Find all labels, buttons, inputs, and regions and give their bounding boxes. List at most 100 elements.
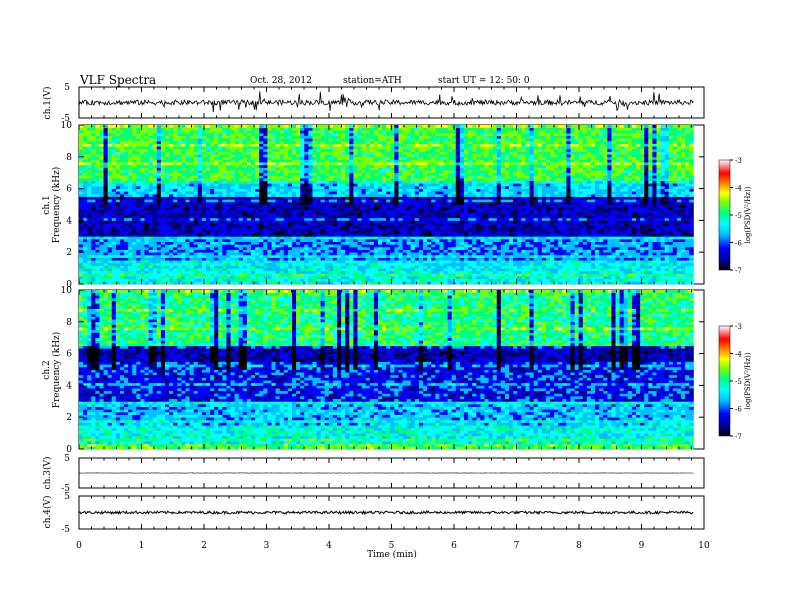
spectrogram-cell — [205, 185, 211, 189]
spectrogram-cell — [169, 143, 174, 147]
spectrogram-cell — [296, 132, 301, 136]
spectrogram-cell — [291, 204, 297, 208]
spectrogram-cell — [398, 159, 403, 163]
spectrogram-cell — [91, 246, 96, 250]
spectrogram-cell — [193, 183, 199, 187]
spectrogram-cell — [267, 185, 272, 189]
spectrogram-cell — [242, 249, 248, 253]
spectrogram-cell — [316, 143, 322, 147]
spectrogram-cell — [328, 127, 334, 131]
spectrogram-cell — [173, 281, 178, 285]
spectrogram-cell — [304, 167, 309, 171]
spectrogram-cell — [95, 241, 100, 245]
spectrogram-cell — [99, 204, 104, 208]
spectrogram-cell — [402, 164, 408, 168]
spectrogram-cell — [230, 217, 236, 221]
spectrogram-cell — [390, 143, 395, 147]
spectrogram-cell — [296, 172, 301, 176]
spectrogram-cell — [119, 199, 125, 203]
spectrogram-cell — [119, 130, 125, 134]
spectrogram-cell — [144, 231, 150, 235]
spectrogram-cell — [271, 278, 276, 282]
spectrogram-cell — [414, 220, 420, 224]
spectrogram-cell — [234, 143, 240, 147]
spectrogram-cell — [353, 143, 358, 147]
spectrogram-cell — [79, 281, 84, 285]
spectrogram-cell — [238, 185, 244, 189]
spectrogram-cell — [341, 135, 346, 139]
spectrogram-cell — [414, 257, 420, 261]
spectrogram-cell — [246, 281, 252, 285]
spectrogram-cell — [246, 225, 252, 229]
spectrogram-cell — [99, 132, 104, 136]
spectrogram-cell — [140, 281, 145, 285]
spectrogram-cell — [222, 228, 227, 232]
spectrogram-cell — [181, 125, 186, 129]
spectrogram-cell — [406, 231, 412, 235]
spectrogram-cell — [238, 236, 244, 240]
spectrogram-cell — [398, 257, 403, 261]
spectrogram-cell — [279, 276, 285, 280]
spectrogram-cell — [119, 156, 125, 160]
spectrogram-cell — [291, 135, 297, 139]
spectrogram-cell — [128, 138, 133, 142]
spectrogram-cell — [361, 164, 367, 168]
spectrogram-cell — [337, 183, 342, 187]
spectrogram-cell — [263, 193, 268, 197]
spectrogram-cell — [365, 209, 371, 213]
spectrogram-cell — [316, 164, 322, 168]
spectrogram-cell — [124, 257, 129, 261]
spectrogram-cell — [115, 231, 121, 235]
spectrogram-cell — [320, 217, 326, 221]
spectrogram-cell — [345, 185, 350, 189]
spectrogram-cell — [99, 212, 104, 216]
spectrogram-cell — [349, 223, 354, 227]
spectrogram-cell — [238, 249, 244, 253]
spectrogram-cell — [300, 204, 305, 208]
spectrogram-cell — [107, 270, 113, 274]
spectrogram-cell — [226, 188, 231, 192]
spectrogram-cell — [398, 254, 403, 258]
spectrogram-cell — [128, 217, 133, 221]
spectrogram-cell — [390, 127, 395, 131]
spectrogram-cell — [414, 262, 420, 266]
spectrogram-cell — [337, 260, 342, 264]
spectrogram-cell — [279, 125, 285, 129]
spectrogram-cell — [267, 249, 272, 253]
spectrogram-cell — [95, 180, 100, 184]
spectrogram-cell — [156, 159, 162, 163]
spectrogram-cell — [373, 159, 379, 163]
spectrogram-cell — [287, 162, 293, 166]
spectrogram-cell — [332, 180, 338, 184]
spectrogram-cell — [402, 138, 408, 142]
spectrogram-cell — [345, 130, 350, 134]
spectrogram-cell — [156, 125, 162, 129]
spectrogram-cell — [304, 265, 309, 269]
spectrogram-cell — [251, 265, 256, 269]
spectrogram-cell — [378, 220, 383, 224]
spectrogram-cell — [210, 146, 215, 150]
spectrogram-cell — [242, 236, 248, 240]
spectrogram-cell — [324, 281, 330, 285]
spectrogram-cell — [402, 196, 408, 200]
spectrogram-cell — [156, 233, 162, 237]
spectrogram-cell — [287, 225, 293, 229]
spectrogram-cell — [107, 231, 113, 235]
spectrogram-cell — [107, 196, 113, 200]
spectrogram-cell — [255, 140, 260, 144]
spectrogram-cell — [316, 217, 322, 221]
spectrogram-cell — [259, 162, 264, 166]
spectrogram-cell — [398, 246, 403, 250]
spectrogram-cell — [218, 233, 223, 237]
spectrogram-cell — [197, 193, 203, 197]
spectrogram-cell — [382, 236, 387, 240]
spectrogram-cell — [160, 204, 166, 208]
spectrogram-cell — [382, 125, 387, 129]
spectrogram-cell — [255, 223, 260, 227]
spectrogram-cell — [291, 193, 297, 197]
spectrogram-cell — [160, 246, 166, 250]
spectrogram-cell — [185, 178, 190, 182]
spectrogram-cell — [267, 146, 272, 150]
spectrogram-cell — [185, 281, 190, 285]
spectrogram-cell — [124, 132, 129, 136]
